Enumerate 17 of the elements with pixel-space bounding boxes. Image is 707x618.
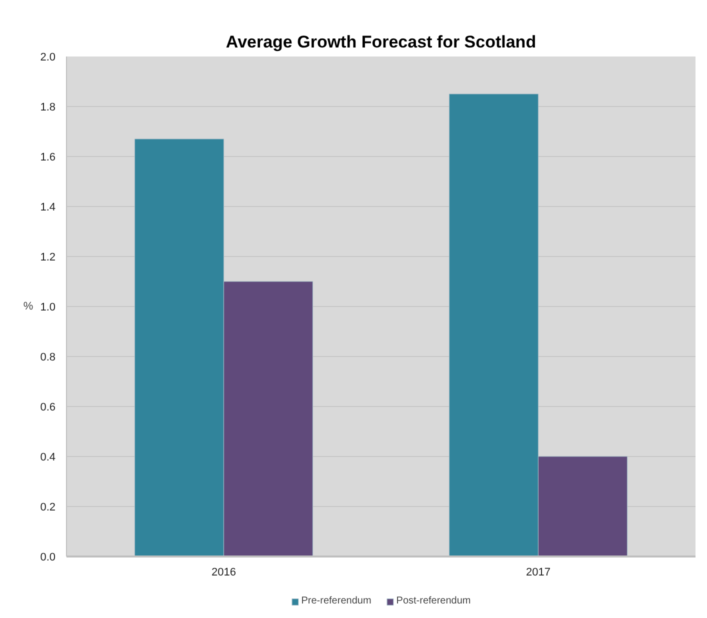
legend-label: Post-referendum [396,596,471,606]
y-tick-label: 1.6 [40,152,56,164]
y-tick-label: 2.0 [40,52,56,64]
y-tick-label: 0.8 [40,352,56,364]
x-tick-label: 2016 [212,566,236,578]
y-tick-label: 0.6 [40,402,56,414]
y-tick-label: 1.2 [40,252,56,264]
y-tick-label: 1.8 [40,102,56,114]
y-tick-label: 0.2 [40,502,56,514]
y-tick-label: 1.4 [40,202,56,214]
chart-title: Average Growth Forecast for Scotland [226,32,536,52]
x-tick-label: 2017 [526,566,550,578]
y-tick-label: 0.0 [40,552,56,564]
y-tick-label: 0.4 [40,452,56,464]
y-tick-label: 1.0 [40,302,56,314]
legend-label: Pre-referendum [301,596,372,606]
y-axis-title: % [23,300,34,312]
